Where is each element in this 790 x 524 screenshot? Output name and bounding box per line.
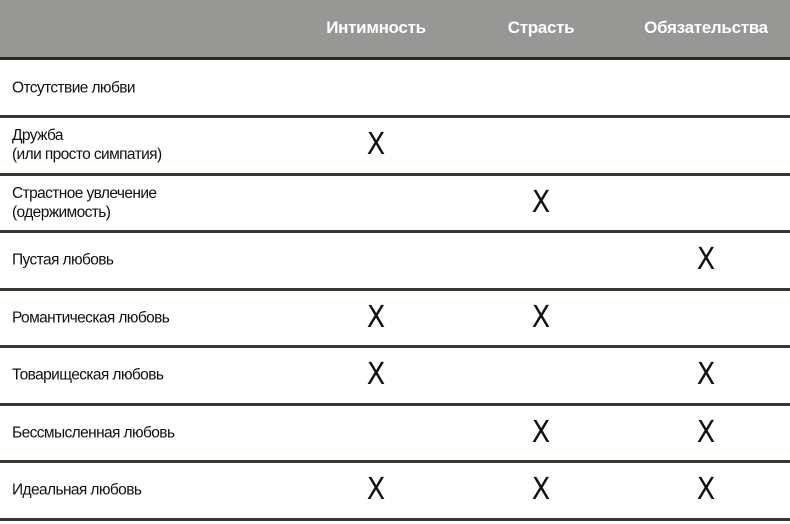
row-label: Дружба (или просто симпатия) xyxy=(12,127,162,163)
table-row: Дружба (или просто симпатия) X xyxy=(0,118,790,176)
x-mark: X xyxy=(696,242,716,277)
x-mark: X xyxy=(531,472,551,507)
row-label: Пустая любовь xyxy=(12,251,114,269)
table-row: Идеальная любовь X X X xyxy=(0,463,790,521)
row-label: Отсутствие любви xyxy=(12,79,136,96)
table-header: Интимность Страсть Обязательства xyxy=(0,0,790,60)
x-mark: X xyxy=(531,184,551,220)
row-label: Бессмысленная любовь xyxy=(12,424,175,441)
row-label: Товарищеская любовь xyxy=(12,366,164,384)
x-mark: X xyxy=(696,472,716,507)
x-mark: X xyxy=(531,414,551,450)
x-mark: X xyxy=(696,414,716,450)
x-mark: X xyxy=(366,127,386,162)
table-row: Бессмысленная любовь X X xyxy=(0,405,790,463)
table-row: Товарищеская любовь X X xyxy=(0,348,790,406)
table-row: Романтическая любовь X X xyxy=(0,290,790,348)
table-row: Пустая любовь X xyxy=(0,233,790,291)
x-mark: X xyxy=(366,299,386,335)
row-label: Романтическая любовь xyxy=(12,309,170,326)
column-header-commitment: Обязательства xyxy=(644,18,768,37)
x-mark: X xyxy=(531,299,551,335)
row-label: Страстное увлечение (одержимость) xyxy=(12,184,157,221)
column-header-passion: Страсть xyxy=(507,18,575,37)
x-mark: X xyxy=(366,472,386,507)
x-mark: X xyxy=(366,357,386,392)
column-header-intimacy: Интимность xyxy=(326,18,426,37)
table-row: Отсутствие любви xyxy=(0,60,790,118)
table-row: Страстное увлечение (одержимость) X xyxy=(0,175,790,233)
row-label: Идеальная любовь xyxy=(12,481,142,499)
x-mark: X xyxy=(696,357,716,392)
